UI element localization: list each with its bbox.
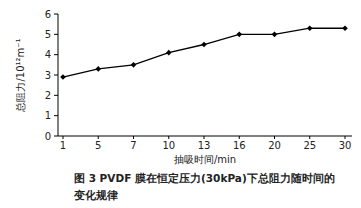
marker: [307, 25, 313, 31]
y-axis-label: 总阻力/10¹²m⁻¹: [15, 38, 26, 112]
x-tick: [239, 136, 240, 139]
x-tick-label: 13: [198, 140, 211, 151]
x-axis: [58, 136, 352, 137]
caption: 图 3 PVDF 膜在恒定压力(30kPa)下总阻力随时间的变化规律: [74, 170, 344, 204]
x-tick-label: 25: [303, 140, 316, 151]
y-tick: [54, 54, 58, 55]
y-tick: [54, 136, 58, 137]
y-tick: [54, 115, 58, 116]
x-tick: [309, 136, 310, 139]
y-tick: [54, 34, 58, 35]
marker: [342, 25, 348, 31]
x-tick: [98, 136, 99, 139]
x-tick: [133, 136, 134, 139]
x-tick: [63, 136, 64, 139]
marker: [236, 32, 242, 38]
x-tick-label: 10: [162, 140, 175, 151]
line: [63, 28, 345, 77]
y-tick-label: 0: [45, 131, 51, 142]
plot-area: [60, 25, 348, 79]
marker: [131, 62, 137, 68]
marker: [272, 32, 278, 38]
x-tick: [274, 136, 275, 139]
marker: [60, 74, 66, 80]
marker: [95, 66, 101, 72]
y-tick: [54, 75, 58, 76]
x-tick-label: 16: [233, 140, 246, 151]
y-tick-label: 4: [45, 49, 51, 60]
y-tick-label: 6: [45, 9, 51, 20]
y-tick-label: 2: [45, 90, 51, 101]
x-tick: [168, 136, 169, 139]
x-tick-label: 1: [60, 140, 66, 151]
y-tick: [54, 14, 58, 15]
y-tick-label: 1: [45, 110, 51, 121]
marker: [201, 42, 207, 48]
y-tick-label: 3: [45, 70, 51, 81]
x-tick-label: 5: [95, 140, 101, 151]
x-tick-label: 30: [339, 140, 352, 151]
x-tick: [345, 136, 346, 139]
marker: [166, 50, 172, 56]
x-tick-label: 7: [130, 140, 136, 151]
x-tick: [204, 136, 205, 139]
y-tick-label: 5: [45, 29, 51, 40]
x-axis-label: 抽吸时间/min: [174, 154, 236, 165]
x-tick-label: 20: [268, 140, 281, 151]
y-tick: [54, 95, 58, 96]
